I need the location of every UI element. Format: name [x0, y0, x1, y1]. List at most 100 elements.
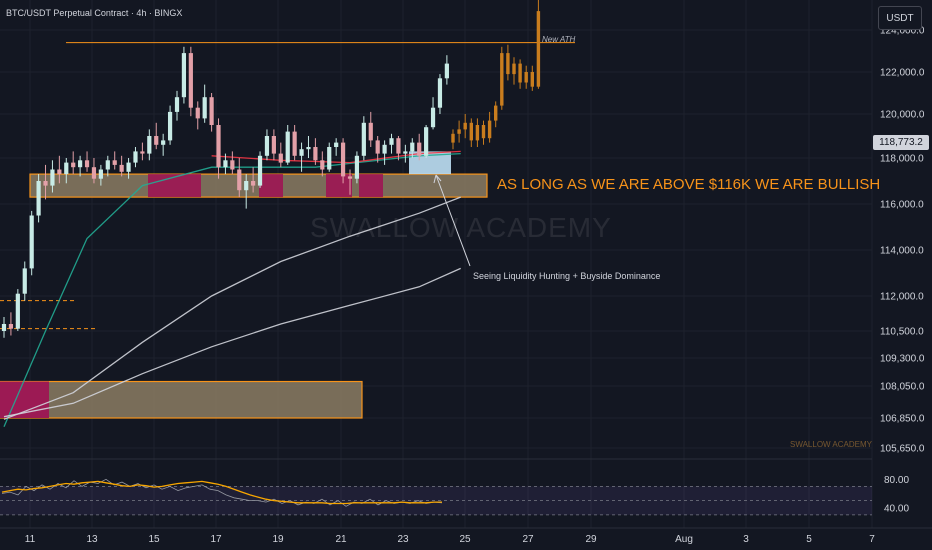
candle	[306, 147, 311, 150]
current-price-label: 118,773.2	[873, 135, 929, 150]
rsi-tick-label: 80.00	[884, 475, 909, 486]
demand-block	[326, 174, 352, 198]
time-tick-label: 13	[86, 534, 98, 545]
rsi-panel	[0, 478, 872, 516]
candle	[71, 162, 76, 168]
candle	[299, 149, 304, 156]
candle	[29, 215, 34, 269]
price-tick-label: 120,000.0	[880, 110, 925, 121]
time-tick-label: 21	[335, 534, 347, 545]
ath-label: New ATH	[542, 35, 576, 44]
candle	[216, 125, 221, 168]
candle	[64, 162, 69, 175]
candle	[396, 138, 401, 154]
candle	[223, 160, 228, 168]
moving-averages	[3, 150, 461, 428]
candle	[244, 181, 249, 191]
price-tick-label: 112,000.0	[880, 292, 924, 303]
projection-candle	[451, 133, 455, 143]
time-tick-label: 27	[522, 534, 534, 545]
projection-candle	[475, 125, 480, 141]
candle	[340, 142, 346, 177]
price-tick-label: 108,050.0	[880, 382, 925, 393]
candle	[167, 111, 173, 141]
candle	[403, 151, 408, 154]
price-tick-label: 114,000.0	[880, 246, 924, 257]
candle	[424, 127, 429, 156]
candle	[292, 131, 297, 156]
price-tick-label: 105,650.0	[880, 444, 925, 455]
projection-candle	[500, 53, 504, 106]
candle	[98, 169, 103, 179]
projection-candle	[487, 120, 492, 139]
price-tick-label: 116,000.0	[880, 200, 924, 211]
candle	[410, 142, 415, 152]
annotations	[433, 174, 471, 267]
candle	[43, 181, 48, 186]
time-tick-label: 11	[25, 534, 36, 545]
candle	[230, 160, 235, 170]
price-tick-label: 118,000.0	[880, 154, 924, 165]
axes: 124,000.0 122,000.0 120,000.0 118,000.0 116,…	[0, 26, 932, 545]
candle	[313, 147, 318, 161]
candle	[161, 140, 166, 145]
symbol-title[interactable]: BTC/USDT Perpetual Contract · 4h · BINGX	[6, 8, 183, 18]
lower-zone	[0, 380, 363, 419]
candles[interactable]	[1, 46, 449, 338]
candle	[375, 140, 380, 154]
grid	[0, 0, 873, 528]
projection-candle	[506, 53, 510, 75]
projection-candle	[457, 129, 461, 134]
candle	[57, 169, 62, 175]
price-tick-label: 122,000.0	[880, 68, 925, 79]
watermark: SWALLOW ACADEMY	[310, 212, 612, 243]
candle	[417, 142, 422, 156]
time-tick-label: Aug	[675, 534, 693, 545]
candle	[278, 153, 283, 163]
projection-candle	[518, 63, 522, 83]
candle	[154, 136, 159, 145]
candle	[320, 160, 325, 170]
candle	[126, 162, 131, 172]
candle	[437, 78, 443, 108]
projection-candle	[481, 125, 486, 139]
candle	[285, 131, 290, 163]
candle	[181, 53, 187, 98]
candle	[140, 151, 145, 154]
candle	[382, 144, 387, 154]
candle	[264, 136, 270, 156]
candle	[50, 169, 55, 186]
projection-candle	[463, 122, 467, 130]
candle	[147, 136, 152, 154]
candle	[112, 160, 117, 165]
candle	[1, 324, 7, 331]
time-tick-label: 5	[806, 534, 812, 545]
candle	[361, 122, 366, 156]
candle	[195, 107, 200, 119]
candle	[78, 160, 83, 168]
demand-block	[259, 174, 283, 198]
candle	[354, 155, 360, 179]
candle	[271, 136, 276, 154]
time-tick-label: 7	[869, 534, 875, 545]
candle	[334, 142, 339, 147]
projection-candle	[536, 11, 541, 87]
candle	[209, 97, 214, 125]
candle	[327, 147, 332, 170]
watermark-small: SWALLOW ACADEMY	[790, 440, 872, 449]
time-tick-label: 3	[743, 534, 749, 545]
projection-candle	[524, 72, 528, 83]
projection-candle	[530, 72, 534, 87]
price-tick-label: 109,300.0	[880, 354, 925, 365]
time-tick-label: 17	[210, 534, 222, 545]
candle	[237, 169, 242, 191]
candle	[22, 268, 27, 294]
time-tick-label: 25	[459, 534, 471, 545]
time-tick-label: 19	[272, 534, 284, 545]
candle	[257, 155, 263, 186]
candle	[389, 138, 394, 145]
currency-button[interactable]: USDT	[878, 6, 922, 30]
projection-candle	[494, 105, 498, 121]
rsi-tick-label: 40.00	[884, 503, 909, 514]
